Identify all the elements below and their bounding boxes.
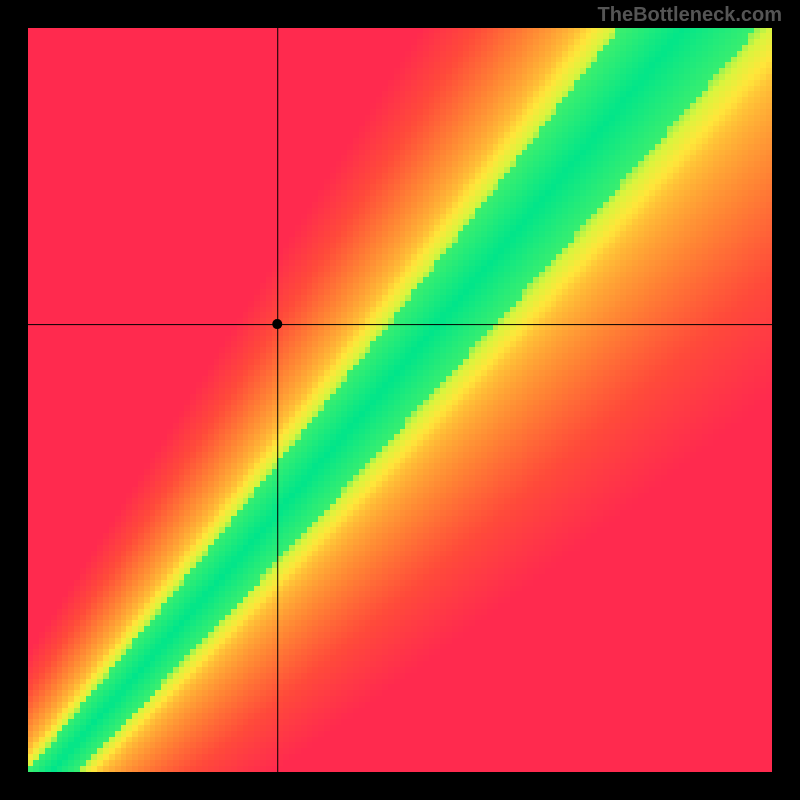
watermark-text: TheBottleneck.com <box>598 4 782 27</box>
chart-container: TheBottleneck.com <box>0 0 800 800</box>
bottleneck-heatmap <box>28 28 772 772</box>
plot-area <box>28 28 772 772</box>
